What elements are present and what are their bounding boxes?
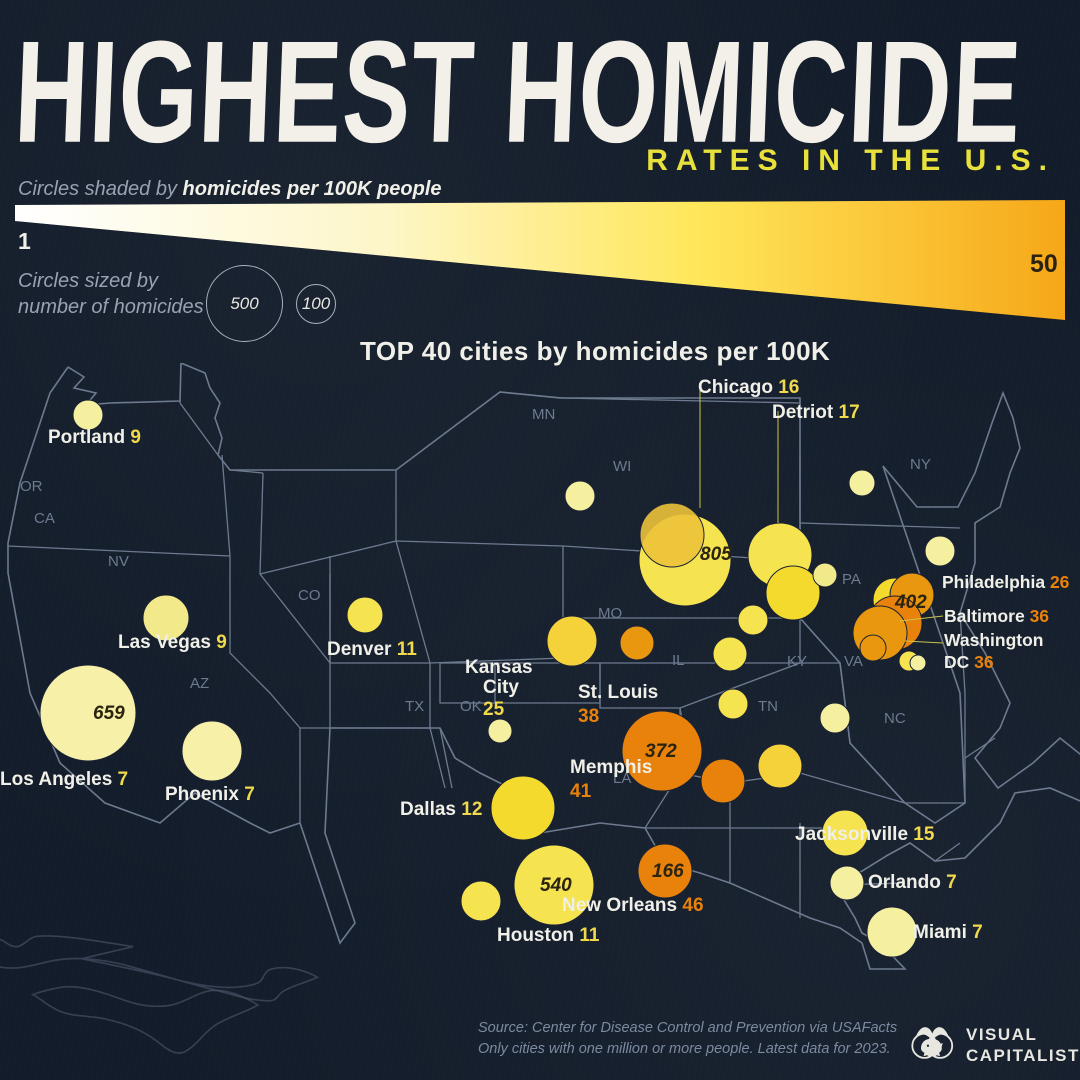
svg-text:OK: OK <box>460 698 482 715</box>
svg-text:KY: KY <box>787 653 807 670</box>
svg-text:DC 36: DC 36 <box>944 652 994 672</box>
svg-text:540: 540 <box>540 875 572 896</box>
svg-text:NV: NV <box>108 553 129 570</box>
svg-text:Los Angeles 7: Los Angeles 7 <box>0 769 128 790</box>
svg-text:659: 659 <box>93 703 125 724</box>
svg-text:Dallas 12: Dallas 12 <box>400 799 482 820</box>
svg-text:TX: TX <box>405 698 424 715</box>
svg-text:IL: IL <box>672 652 685 669</box>
svg-text:PA: PA <box>842 571 861 588</box>
svg-text:OR: OR <box>20 478 43 495</box>
svg-text:Portland 9: Portland 9 <box>48 427 141 448</box>
svg-text:Jacksonville 15: Jacksonville 15 <box>795 824 935 845</box>
svg-text:Detriot 17: Detriot 17 <box>772 402 860 423</box>
svg-text:805: 805 <box>700 544 732 565</box>
svg-text:Houston 11: Houston 11 <box>497 925 600 946</box>
svg-text:VA: VA <box>844 653 863 670</box>
svg-text:Denver 11: Denver 11 <box>327 639 417 660</box>
svg-text:WI: WI <box>613 458 631 475</box>
svg-text:Las Vegas 9: Las Vegas 9 <box>118 632 227 653</box>
svg-text:MO: MO <box>598 605 622 622</box>
svg-text:New Orleans 46: New Orleans 46 <box>562 895 704 916</box>
svg-text:MN: MN <box>532 406 555 423</box>
svg-text:NC: NC <box>884 710 906 727</box>
svg-text:CO: CO <box>298 587 321 604</box>
svg-text:Orlando 7: Orlando 7 <box>868 872 957 893</box>
svg-text:Baltimore 36: Baltimore 36 <box>944 606 1049 626</box>
svg-text:TN: TN <box>758 698 778 715</box>
svg-text:Washington: Washington <box>944 630 1043 650</box>
svg-text:402: 402 <box>894 592 927 613</box>
svg-text:Miami 7: Miami 7 <box>913 922 983 943</box>
svg-text:166: 166 <box>652 861 684 882</box>
svg-text:Philadelphia 26: Philadelphia 26 <box>942 572 1070 592</box>
svg-text:Phoenix 7: Phoenix 7 <box>165 784 255 805</box>
svg-text:AZ: AZ <box>190 675 209 692</box>
svg-text:CA: CA <box>34 510 55 527</box>
svg-text:NY: NY <box>910 456 931 473</box>
svg-text:Chicago 16: Chicago 16 <box>698 377 799 398</box>
